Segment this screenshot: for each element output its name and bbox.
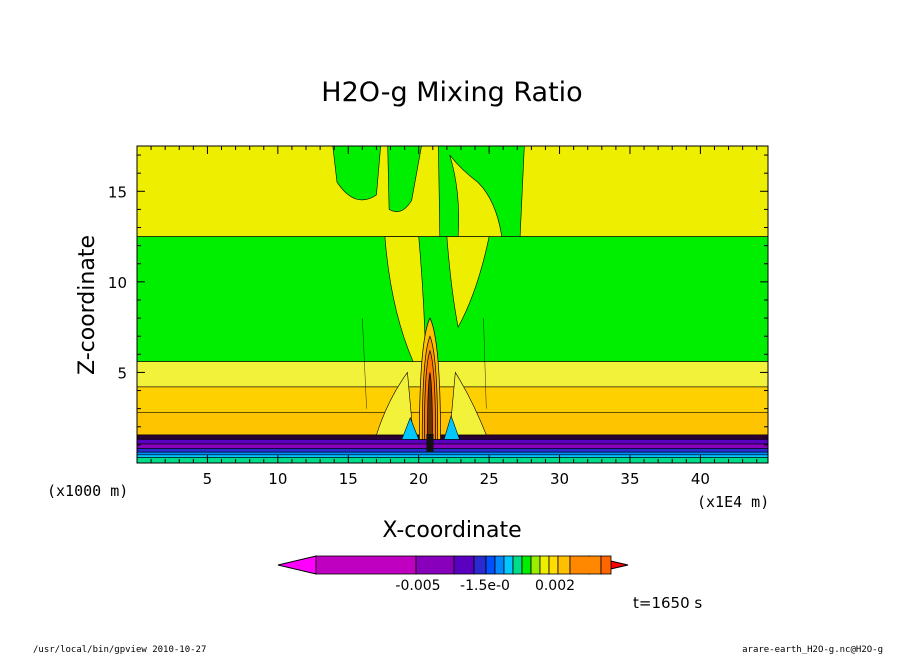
colorbar-bin-14 [600,555,612,575]
colorbar-bin-6 [503,555,514,575]
colorbar-bin-4 [485,555,496,575]
x-tick-label: 30 [550,470,569,488]
x-axis-ticks: 5 10 15 20 25 30 35 40 [150,146,758,488]
surface-layer-6 [137,457,768,463]
surface-layer-3 [137,448,768,453]
colorbar-bin-8 [521,555,532,575]
plume-cyan-patch-left [401,416,420,440]
contour-line-0 [362,318,367,409]
colorbar-bin-11 [548,555,559,575]
contour-plot-area [137,146,768,463]
colorbar-bin-9 [530,555,541,575]
x-tick-label: 40 [691,470,710,488]
colorbar-bin-3 [473,555,487,575]
y-axis-ticks: 5 10 15 [108,154,768,446]
colorbar-bin-12 [557,555,571,575]
footer-program-date: /usr/local/bin/gpview 2010-10-27 [33,645,206,654]
upper-green-tongue-far-left [332,146,381,201]
colorbar-label-max: 0.002 [535,578,575,594]
plot-frame [136,145,769,464]
y-axis-units: (x1000 m) [47,482,128,500]
x-tick-label: 15 [339,470,358,488]
plume-core [427,372,433,440]
x-axis-units: (x1E4 m) [697,493,769,511]
surface-layer-2 [137,443,768,449]
x-tick-label: 5 [203,470,213,488]
x-tick-label: 10 [268,470,287,488]
x-tick-label: 20 [409,470,428,488]
plume-cyan-patch-right [443,414,460,440]
colorbar [277,555,629,575]
surface-layer-5 [137,454,768,458]
upper-green-tongue-left [387,146,422,212]
colorbar-label-mid: -1.5e-0 [460,578,510,594]
colorbar-bin-10 [539,555,550,575]
time-label: t=1650 s [633,594,702,612]
lower-light-yellow-band [137,361,768,388]
plume-base [426,434,434,453]
x-axis-label: X-coordinate [382,518,521,543]
upper-yellow-lobe-right [449,154,503,237]
colorbar-min-arrow [277,555,317,575]
contour-line-1 [483,318,487,409]
chart-title: H2O-g Mixing Ratio [321,77,582,108]
colorbar-bin-0 [315,555,417,575]
y-tick-label: 10 [108,274,127,292]
x-tick-label: 35 [620,470,639,488]
y-axis-label: Z-coordinate [75,235,100,375]
plume-bulge-right [449,371,487,436]
surface-layer-4 [137,451,768,456]
plume-bulge-left [376,371,414,436]
colorbar-label-min: -0.005 [395,578,440,594]
colorbar-bin-13 [569,555,602,575]
colorbar-bin-5 [494,555,505,575]
y-tick-label: 15 [108,183,127,201]
x-tick-label: 25 [480,470,499,488]
plume-yellow-lobe-right [446,236,490,329]
surface-layer-1 [137,439,768,445]
colorbar-bin-2 [453,555,475,575]
colorbar-bin-7 [512,555,523,575]
footer-file-variable: arare-earth_H2O-g.nc@H2O-g [742,645,883,654]
colorbar-bin-1 [415,555,455,575]
y-tick-label: 5 [117,364,127,382]
